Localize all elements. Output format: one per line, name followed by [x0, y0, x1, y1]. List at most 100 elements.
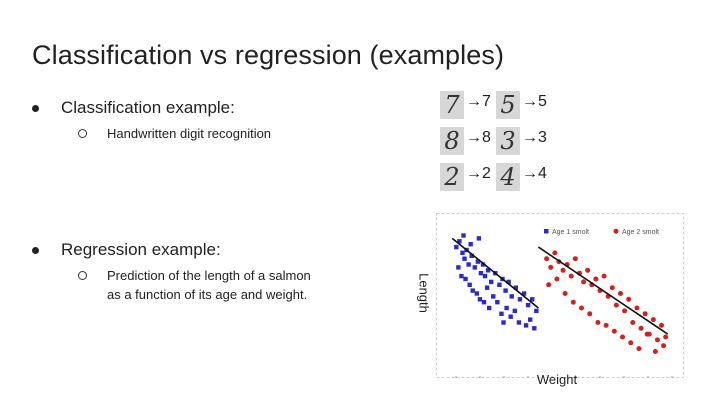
age1-point — [480, 262, 486, 267]
age2-point — [638, 325, 644, 331]
age2-point — [572, 256, 578, 262]
regression-line — [451, 237, 539, 309]
slide-title: Classification vs regression (examples) — [32, 40, 505, 70]
classification-sub: Handwritten digit recognition — [107, 126, 272, 141]
age1-point — [472, 265, 477, 270]
age2-point — [585, 267, 591, 273]
age2-point — [562, 291, 568, 296]
age2-point — [652, 349, 658, 354]
age1-point — [523, 323, 529, 328]
age1-point — [491, 294, 496, 299]
age1-point — [460, 250, 465, 256]
age1-point — [466, 262, 471, 267]
age1-point — [486, 305, 492, 311]
age1-point — [497, 282, 502, 287]
digit-examples: 7 →7 5 →5 8 →8 3 →3 2 →2 4 →4 — [440, 91, 560, 193]
age1-point — [475, 259, 481, 264]
regression-sub-line2: as a function of its age and weight. — [107, 287, 308, 302]
age1-point — [508, 314, 513, 319]
age2-point — [609, 285, 615, 291]
age1-point — [481, 300, 487, 305]
age1-point — [509, 294, 514, 299]
digit-label: →7 — [466, 93, 491, 110]
age1-point — [517, 297, 523, 302]
age2-point — [663, 334, 669, 340]
age2-point — [581, 279, 587, 285]
age1-point — [477, 297, 483, 302]
age2-point — [622, 308, 628, 314]
age1-point — [469, 253, 474, 258]
age2-point — [601, 273, 607, 279]
age1-point — [478, 271, 484, 276]
age1-point — [499, 311, 504, 316]
age1-point — [527, 317, 533, 322]
age2-point — [552, 250, 558, 256]
age1-point — [485, 268, 491, 273]
age1-point — [468, 242, 473, 247]
digit-image: 4 — [496, 163, 520, 191]
age2-point — [659, 322, 665, 328]
digit-image: 2 — [440, 163, 464, 191]
age1-point — [467, 282, 472, 287]
digit-image: 7 — [440, 91, 464, 119]
x-axis-label: Weight — [536, 372, 578, 387]
age1-point — [506, 279, 511, 285]
age1-point — [476, 236, 482, 241]
regression-bullet: Regression example: — [32, 240, 221, 260]
age1-point — [521, 291, 527, 296]
age1-point — [457, 239, 462, 244]
regression-sub: Prediction of the length of a salmon as … — [107, 266, 311, 304]
regression-subbullet: Prediction of the length of a salmon as … — [78, 266, 311, 304]
age2-point — [661, 343, 667, 349]
legend-age2-label: Age 2 smolt — [622, 229, 659, 236]
digit-row: 8 →8 3 →3 — [440, 127, 560, 155]
age1-point — [454, 244, 459, 250]
age2-point — [603, 322, 609, 328]
salmon-scatter-plot: Age 1 smolt Age 2 smolt — [436, 213, 684, 378]
age2-point — [595, 320, 601, 325]
age2-point — [644, 331, 650, 337]
digit-image: 3 — [496, 127, 520, 155]
age2-point — [544, 256, 550, 262]
legend-age2-marker — [613, 228, 619, 234]
age1-point — [525, 302, 531, 308]
digit-label: →2 — [466, 165, 491, 182]
age2-point — [593, 276, 599, 282]
age1-point — [482, 273, 488, 279]
bullet-dot-icon — [32, 246, 39, 254]
digit-image: 5 — [496, 91, 520, 119]
age1-point — [484, 285, 490, 290]
regression-sub-line1: Prediction of the length of a salmon — [107, 268, 311, 283]
age2-point — [634, 305, 640, 311]
age2-point — [628, 340, 634, 346]
age1-point — [504, 305, 509, 311]
digit-label: →8 — [466, 129, 491, 146]
classification-heading: Classification example: — [61, 98, 235, 117]
age1-point — [534, 308, 539, 314]
age2-point — [654, 337, 660, 343]
age1-point — [495, 300, 500, 305]
age1-point — [513, 285, 519, 290]
regression-line — [537, 246, 669, 335]
age2-point — [613, 302, 619, 308]
age2-point — [578, 305, 584, 311]
digit-row: 7 →7 5 →5 — [440, 91, 560, 119]
age1-point — [474, 291, 480, 296]
age1-point — [456, 265, 461, 270]
legend-age1-label: Age 1 smolt — [552, 229, 589, 236]
age2-point — [546, 282, 552, 288]
age2-point — [636, 346, 642, 352]
age1-point — [501, 320, 506, 325]
age2-point — [642, 311, 648, 317]
age2-point — [560, 267, 566, 273]
age2-point — [626, 296, 632, 302]
age1-point — [462, 256, 467, 261]
bullet-dot-icon — [32, 104, 39, 112]
age1-point — [461, 233, 466, 238]
plot-frame — [436, 213, 684, 378]
age1-point — [489, 279, 494, 285]
digit-image: 8 — [440, 127, 464, 155]
age2-point — [548, 264, 554, 270]
age2-point — [611, 328, 617, 334]
digit-label: →3 — [522, 129, 547, 146]
